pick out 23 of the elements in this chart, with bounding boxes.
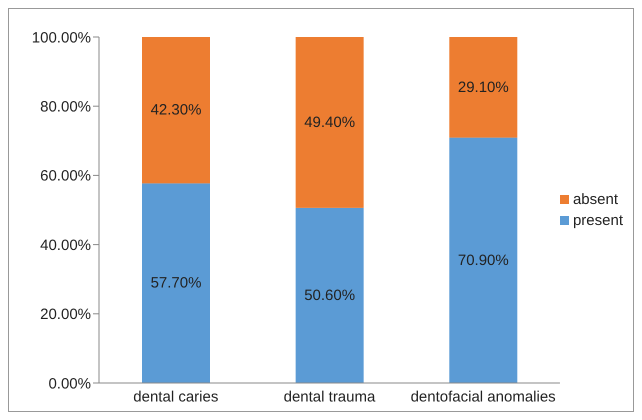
y-tick-label: 0.00%: [48, 375, 91, 392]
data-label: 42.30%: [150, 102, 202, 119]
data-label: 49.40%: [304, 114, 356, 131]
legend-label: present: [572, 212, 623, 229]
bar: [142, 37, 210, 184]
y-tick-label: 100.00%: [32, 29, 91, 46]
y-tick-label: 20.00%: [40, 306, 91, 324]
data-label: 50.60%: [304, 286, 356, 304]
y-tick-label: 60.00%: [40, 168, 91, 185]
data-label: 70.90%: [458, 252, 509, 269]
x-tick-label: dentofacial anomalies: [410, 388, 556, 406]
bar: [296, 37, 364, 208]
y-tick-label: 80.00%: [40, 98, 91, 116]
bar: [142, 183, 210, 383]
x-tick-label: dental trauma: [284, 388, 376, 406]
bar: [449, 37, 518, 138]
legend-label: absent: [572, 191, 618, 208]
bar: [449, 138, 518, 383]
bar: [296, 208, 364, 383]
x-tick-label: dental caries: [133, 388, 218, 406]
data-label: 57.70%: [150, 274, 202, 292]
y-tick-label: 40.00%: [40, 236, 91, 254]
data-label: 29.10%: [458, 78, 509, 96]
